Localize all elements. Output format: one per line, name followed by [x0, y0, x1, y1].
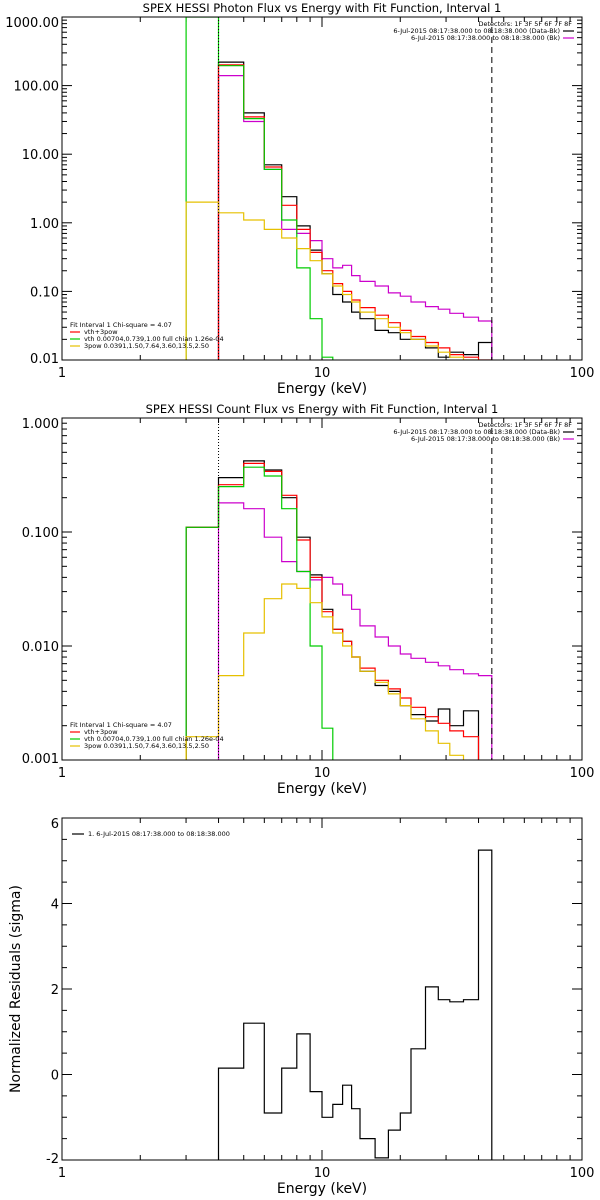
y-tick-label: 0.01 — [30, 352, 59, 367]
y-tick-label: 1000.00 — [5, 16, 59, 31]
chart-panel-2: SPEX HESSI Count Flux vs Energy with Fit… — [22, 402, 595, 797]
x-tick-label: 100 — [570, 366, 595, 381]
x-tick-label: 10 — [314, 766, 331, 781]
x-tick-label: 1 — [58, 366, 66, 381]
x-tick-label: 100 — [570, 1166, 595, 1181]
legend-label: 6-Jul-2015 08:17:38.000 to 08:18:38.000 … — [393, 27, 560, 35]
legend-label: vth 0.00704,0.739,1.00 full chian 1.26e-… — [84, 735, 224, 743]
y-tick-label: 6 — [51, 817, 59, 832]
legend-header: Detectors: 1F 3F 5F 6F 7F 8F — [478, 421, 572, 429]
plot-frame — [61, 16, 583, 361]
y-tick-label: 0.010 — [22, 640, 59, 655]
legend-label: 3pow 0.0391,1.50,7.64,3.60,13.5,2.50 — [84, 742, 209, 750]
y-tick-label: 0.001 — [22, 752, 59, 767]
plot-area — [185, 460, 493, 760]
legend-label: 1. 6-Jul-2015 08:17:38.000 to 08:18:38.0… — [88, 830, 230, 838]
y-tick-label: 2 — [51, 983, 59, 998]
x-axis-label: Energy (keV) — [277, 381, 367, 397]
legend-label: vth+3pow — [84, 728, 118, 736]
x-tick-label: 1 — [58, 766, 66, 781]
series-line — [185, 17, 334, 360]
legend-label: vth 0.00704,0.739,1.00 full chian 1.26e-… — [84, 335, 224, 343]
chart-title: SPEX HESSI Photon Flux vs Energy with Fi… — [143, 1, 502, 15]
chart-panel-1: SPEX HESSI Photon Flux vs Energy with Fi… — [5, 1, 594, 397]
legend-label: 6-Jul-2015 08:17:38.000 to 08:18:38.000 … — [411, 435, 560, 443]
legend-label: 3pow 0.0391,1.50,7.64,3.60,13.5,2.50 — [84, 342, 209, 350]
x-tick-label: 100 — [570, 766, 595, 781]
x-axis-label: Energy (keV) — [277, 1181, 367, 1197]
plot-frame — [61, 817, 583, 1161]
legend-header: Detectors: 1F 3F 5F 6F 7F 8F — [478, 20, 572, 28]
series-line — [185, 466, 334, 760]
plot-area — [185, 17, 493, 360]
y-tick-label: 1.000 — [22, 417, 59, 432]
y-axis-label: Normalized Residuals (sigma) — [8, 885, 24, 1093]
chart-title: SPEX HESSI Count Flux vs Energy with Fit… — [146, 402, 499, 416]
series-line — [217, 849, 493, 1160]
x-tick-label: 1 — [58, 1166, 66, 1181]
y-tick-label: 100.00 — [14, 80, 60, 95]
series-line — [217, 502, 493, 760]
y-tick-label: 0.100 — [22, 526, 59, 541]
legend-label: 6-Jul-2015 08:17:38.000 to 08:18:38.000 … — [393, 428, 560, 436]
y-tick-label: 0.10 — [30, 285, 59, 300]
chart-panel-3: 1 10 100 Energy (keV) -2 0 2 4 6 Normalized Resid… — [8, 817, 594, 1197]
legend-label: vth+3pow — [84, 328, 118, 336]
series-line — [217, 61, 493, 360]
series-line — [185, 583, 465, 760]
y-tick-label: 10.00 — [22, 148, 59, 163]
legend-header: Fit Interval 1 Chi-square = 4.07 — [70, 721, 172, 729]
series-line — [217, 64, 493, 360]
plot-frame — [61, 417, 583, 761]
x-tick-label: 10 — [314, 1166, 331, 1181]
series-line — [185, 462, 480, 760]
x-axis-label: Energy (keV) — [277, 781, 367, 797]
series-line — [185, 201, 480, 360]
y-tick-label: 4 — [51, 898, 59, 913]
legend-header: Fit Interval 1 Chi-square = 4.07 — [70, 321, 172, 329]
plot-area — [217, 849, 493, 1160]
y-tick-label: 1.00 — [30, 217, 59, 232]
y-tick-label: -2 — [46, 1152, 59, 1167]
y-tick-label: 0 — [51, 1069, 59, 1084]
legend-label: 6-Jul-2015 08:17:38.000 to 08:18:38.000 … — [411, 34, 560, 42]
x-tick-label: 10 — [314, 366, 331, 381]
